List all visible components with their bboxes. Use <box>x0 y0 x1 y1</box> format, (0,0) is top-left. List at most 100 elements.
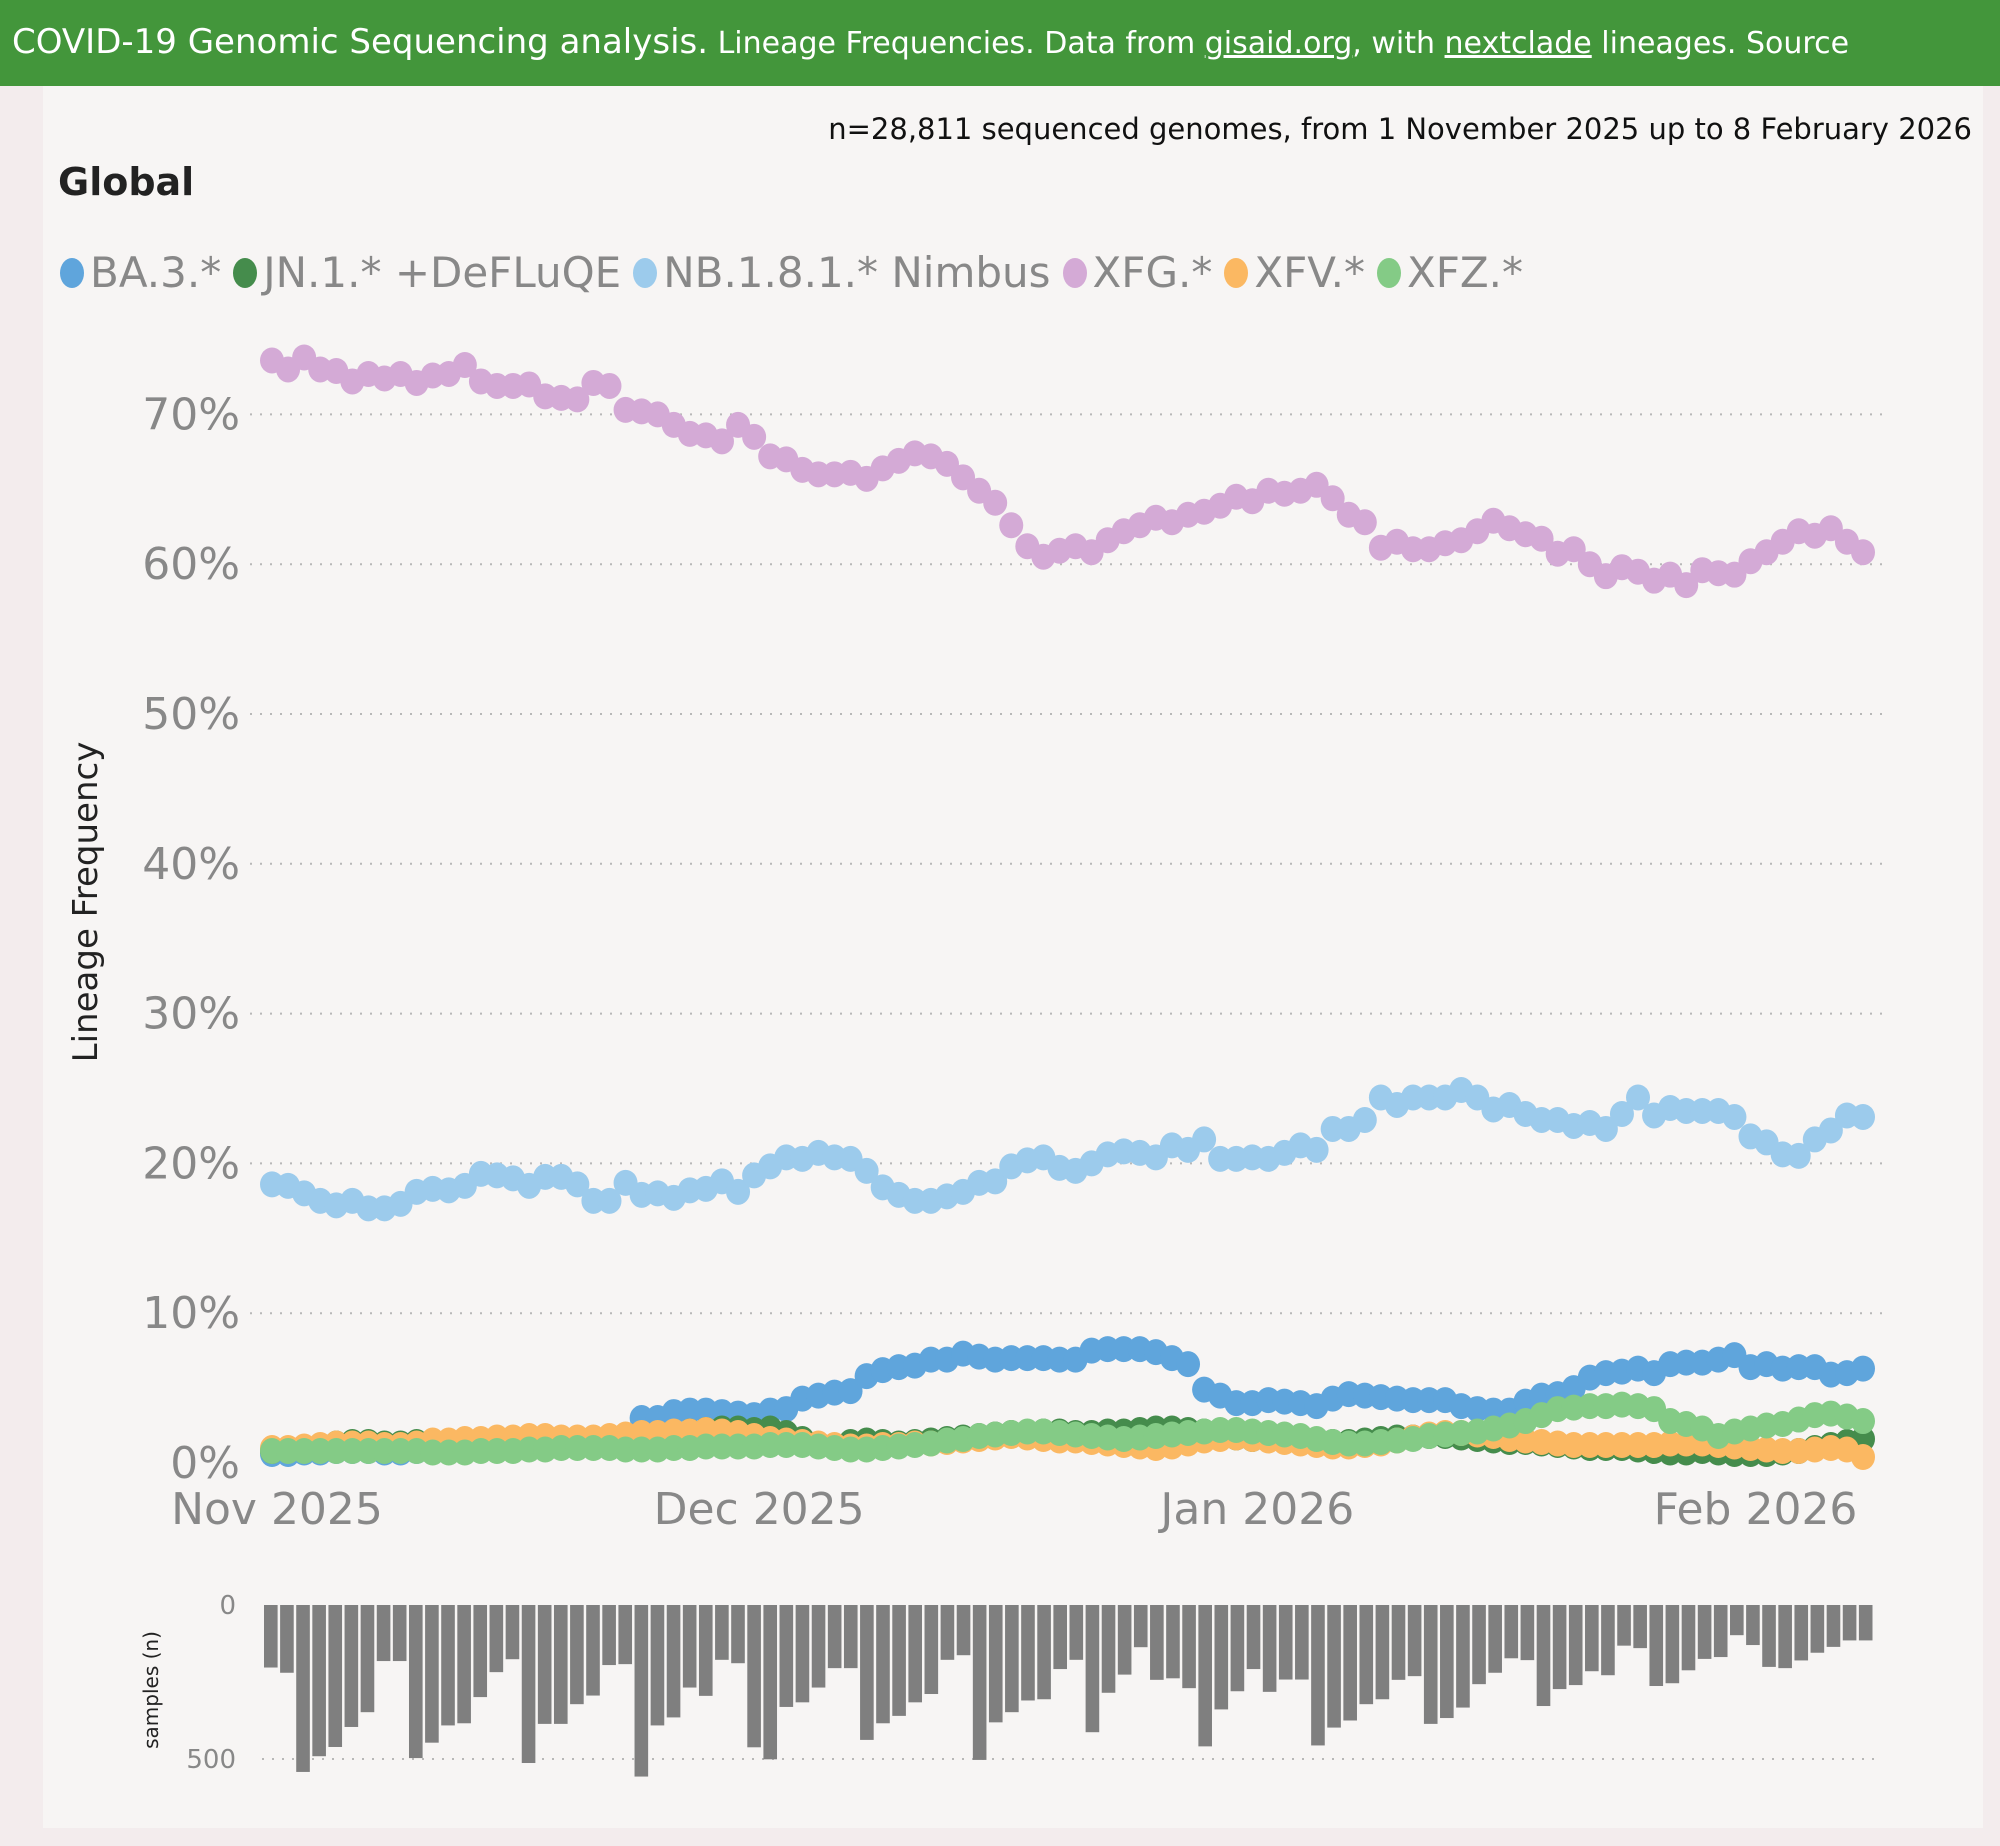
sample-bar <box>1730 1605 1744 1636</box>
sample-bar <box>264 1605 278 1668</box>
sample-bar <box>763 1605 778 1760</box>
data-point <box>565 1171 590 1198</box>
sample-bar <box>586 1605 600 1696</box>
sample-bar <box>1762 1605 1776 1667</box>
legend-marker-icon <box>1376 257 1401 288</box>
sample-bar <box>1311 1605 1325 1746</box>
data-point <box>1818 1117 1843 1144</box>
sample-bar <box>1472 1605 1486 1685</box>
sample-bar <box>811 1605 826 1688</box>
sample-bar <box>1005 1605 1019 1713</box>
sample-bar <box>473 1605 488 1698</box>
data-point <box>1851 1103 1875 1130</box>
sample-bar <box>1053 1605 1067 1670</box>
sample-bar <box>1407 1605 1422 1677</box>
sample-bar <box>408 1605 423 1759</box>
sample-bar <box>1713 1605 1728 1658</box>
sample-bar <box>1633 1605 1647 1649</box>
legend-marker-icon <box>60 257 84 288</box>
sample-bar <box>1198 1605 1212 1747</box>
sample-bar <box>344 1605 359 1727</box>
data-point <box>597 1187 622 1214</box>
sample-bar <box>360 1605 375 1713</box>
data-point <box>1851 1355 1875 1382</box>
legend-item[interactable]: BA.3.* <box>60 248 221 297</box>
sample-bar <box>1214 1605 1229 1710</box>
sample-bar <box>1150 1605 1164 1680</box>
sample-bar <box>1794 1605 1809 1661</box>
data-point <box>565 386 590 413</box>
data-point <box>1722 1103 1747 1130</box>
y-tick-label: 30% <box>142 989 240 1040</box>
sample-bar <box>553 1605 568 1724</box>
sample-bar <box>634 1605 649 1777</box>
legend-item[interactable]: JN.1.* +DeFLuQE <box>233 248 621 297</box>
sample-bar <box>1842 1605 1857 1641</box>
sample-bar <box>376 1605 391 1662</box>
sample-bar <box>1085 1605 1100 1733</box>
sample-bar <box>892 1605 906 1716</box>
sample-bar <box>1262 1605 1277 1692</box>
data-point <box>1609 1100 1634 1127</box>
data-point <box>597 372 622 399</box>
sample-bar <box>1069 1605 1084 1660</box>
sample-bar <box>1520 1605 1535 1661</box>
y-axis-title: Lineage Frequency <box>66 742 106 1063</box>
sample-bar <box>1601 1605 1615 1676</box>
sample-bar <box>1037 1605 1051 1700</box>
series-xfz <box>260 1391 1875 1466</box>
bar-y-axis-title: samples (n) <box>139 1631 163 1749</box>
sample-bar <box>860 1605 874 1740</box>
legend-item[interactable]: XFZ.* <box>1376 248 1523 297</box>
sample-bar <box>1359 1605 1374 1705</box>
sample-bar <box>521 1605 536 1764</box>
data-point <box>1626 1084 1651 1111</box>
sample-bar <box>1536 1605 1551 1707</box>
legend-item[interactable]: XFG.* <box>1062 248 1212 297</box>
data-point <box>709 428 734 455</box>
sample-bar <box>1182 1605 1196 1689</box>
data-point <box>1851 1408 1875 1435</box>
sample-bar <box>1746 1605 1760 1646</box>
legend-item[interactable]: XFV.* <box>1224 248 1365 297</box>
sample-bar <box>1375 1605 1390 1700</box>
sample-bar <box>972 1605 987 1760</box>
sample-bar <box>441 1605 455 1726</box>
sample-bar <box>827 1605 842 1669</box>
sample-bar <box>1117 1605 1132 1675</box>
sample-bar <box>650 1605 665 1726</box>
sample-bar <box>1488 1605 1502 1673</box>
data-point <box>1176 1351 1201 1378</box>
sample-bar <box>1101 1605 1116 1693</box>
sample-bar <box>1585 1605 1599 1672</box>
sample-bar <box>1343 1605 1357 1721</box>
sample-bar <box>698 1605 713 1696</box>
sample-bar <box>1568 1605 1583 1686</box>
sample-bar <box>1552 1605 1567 1690</box>
legend-marker-icon <box>633 257 658 288</box>
data-point <box>1561 536 1586 563</box>
y-tick-label: 50% <box>142 689 240 740</box>
sample-bar <box>666 1605 681 1718</box>
chart-title: Global <box>58 160 195 204</box>
legend-label: XFV.* <box>1254 248 1365 297</box>
data-point <box>1851 539 1875 566</box>
legend-label: BA.3.* <box>90 248 222 297</box>
data-point <box>1304 1136 1329 1163</box>
sample-bar <box>1391 1605 1406 1680</box>
sample-bar <box>1440 1605 1454 1719</box>
gisaid-link[interactable]: gisaid.org <box>1204 26 1353 61</box>
sample-bar <box>1617 1605 1631 1646</box>
page-header-banner: COVID-19 Genomic Sequencing analysis. Li… <box>0 0 2000 86</box>
sample-bar <box>1456 1605 1470 1708</box>
sample-bar <box>280 1605 294 1673</box>
legend-item[interactable]: NB.1.8.1.* Nimbus <box>633 248 1051 297</box>
nextclade-link[interactable]: nextclade <box>1444 26 1592 61</box>
legend-marker-icon <box>1224 257 1249 288</box>
header-text: , with <box>1352 26 1445 61</box>
sample-bar <box>602 1605 616 1666</box>
x-tick-label: Jan 2026 <box>1157 1484 1354 1535</box>
sample-bar <box>779 1605 794 1707</box>
sample-bar <box>537 1605 552 1724</box>
